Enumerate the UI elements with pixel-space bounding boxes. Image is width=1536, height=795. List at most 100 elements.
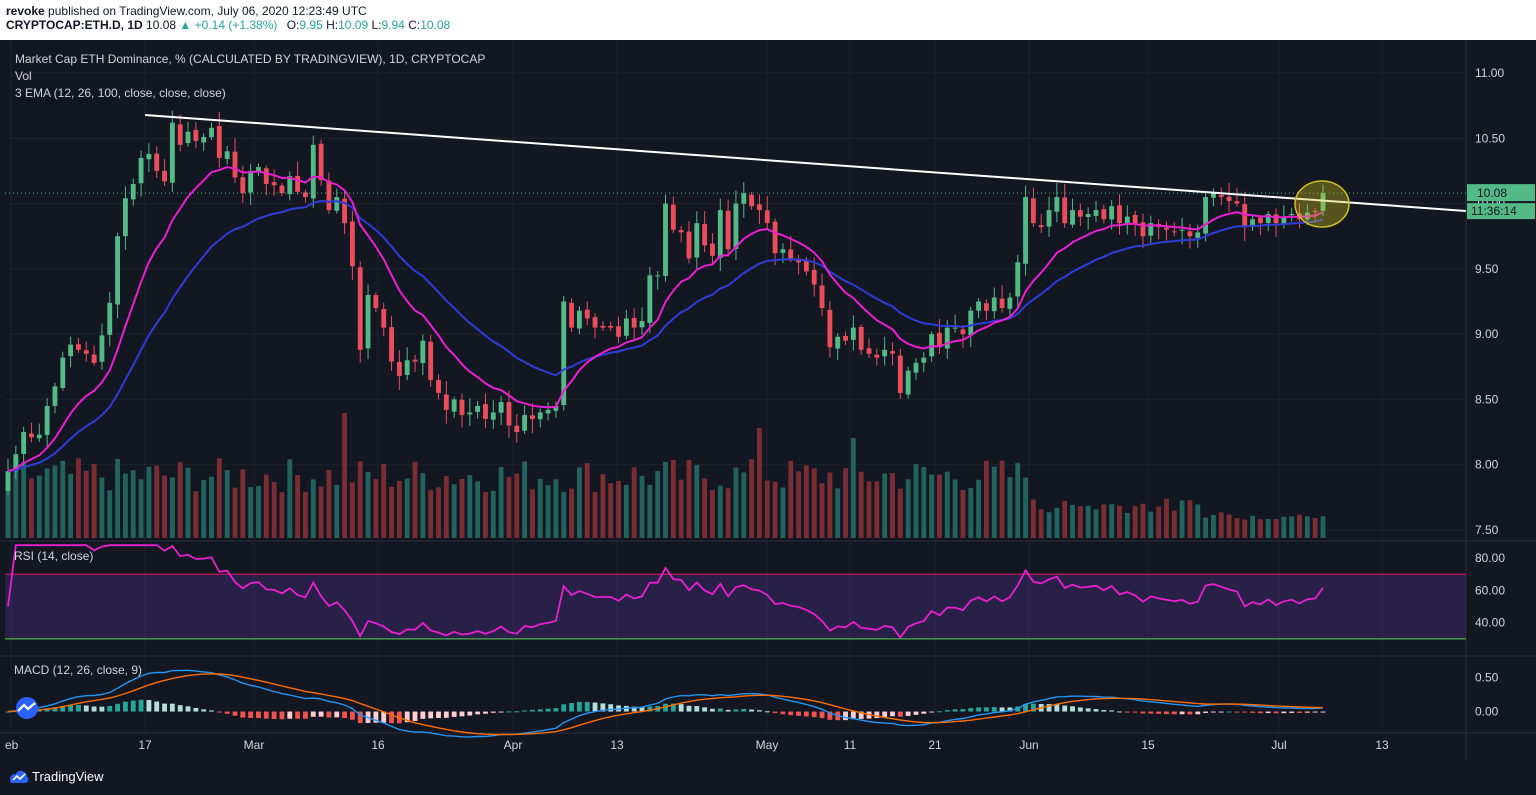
macd-histogram-bar — [428, 711, 434, 719]
macd-histogram-bar — [193, 707, 199, 712]
candle-body — [1234, 201, 1240, 204]
macd-histogram-bar — [819, 711, 825, 719]
candle-body — [373, 295, 379, 309]
volume-bar — [999, 460, 1005, 538]
volume-bar — [1140, 503, 1146, 538]
macd-histogram-bar — [1156, 711, 1162, 714]
macd-histogram-bar — [1273, 711, 1279, 714]
volume-bar — [710, 489, 715, 538]
candle-body — [1101, 209, 1107, 220]
candle-body — [530, 415, 535, 420]
candlesticks — [5, 110, 1326, 495]
candle-body — [874, 354, 880, 358]
candle-body — [866, 348, 872, 354]
author-name[interactable]: revoke — [6, 4, 45, 18]
volume-bar — [514, 473, 520, 538]
candle-body — [764, 210, 770, 224]
macd-histogram-bar — [467, 711, 473, 716]
macd-histogram-bar — [733, 709, 739, 712]
publish-text: published on TradingView.com, July 06, 2… — [48, 4, 367, 18]
macd-histogram-bar — [600, 703, 606, 712]
footer-brand[interactable]: TradingView — [32, 769, 104, 784]
candle-body — [514, 425, 520, 433]
volume-bar — [537, 478, 543, 538]
time-tick-label: 13 — [610, 738, 624, 752]
close-label: C: — [408, 18, 421, 32]
volume-bar — [678, 479, 684, 538]
candle-body — [1109, 206, 1115, 220]
candle-body — [1281, 216, 1287, 225]
volume-bar — [240, 469, 246, 538]
candle-body — [154, 153, 160, 171]
macd-histogram-bar — [310, 711, 316, 717]
macd-histogram-bar — [929, 711, 935, 713]
ema-lines — [7, 166, 1324, 473]
macd-histogram-bar — [209, 710, 214, 712]
volume-bar — [890, 473, 895, 538]
volume-bar — [232, 487, 238, 538]
candle-body — [5, 471, 11, 491]
candle-body — [428, 341, 434, 380]
last-price-badge — [1467, 184, 1535, 202]
volume-bar — [905, 479, 911, 538]
candle-body — [52, 386, 58, 406]
volume-bar — [991, 466, 997, 538]
macd-histogram-bar — [342, 711, 348, 719]
chart-canvas[interactable]: 11.0010.5010.009.509.008.508.007.50eb17M… — [0, 40, 1536, 760]
time-tick-label: May — [756, 738, 779, 752]
macd-histogram-bar — [796, 711, 801, 716]
tradingview-logo-icon — [8, 768, 30, 791]
ema-legend: 3 EMA (12, 26, 100, close, close, close) — [15, 86, 226, 100]
macd-histogram-bar — [999, 707, 1005, 712]
macd-histogram-bar — [83, 705, 89, 712]
candle-body — [1273, 214, 1279, 224]
macd-histogram-bar — [1257, 711, 1263, 714]
macd-histogram-bar — [1109, 710, 1115, 712]
macd-histogram-bar — [1093, 709, 1099, 712]
candle-body — [21, 432, 27, 455]
candle-body — [99, 335, 105, 362]
volume-bar — [702, 478, 708, 538]
volume-bar — [1320, 516, 1326, 538]
candle-body — [412, 359, 418, 362]
volume-bar — [271, 481, 277, 538]
macd-histogram-bar — [498, 711, 504, 713]
candle-body — [710, 243, 715, 256]
candle-body — [326, 180, 332, 211]
macd-histogram-bar — [1046, 704, 1052, 712]
last-price-label: 10.08 — [1477, 186, 1507, 200]
candle-body — [803, 261, 809, 272]
volume-bar — [263, 474, 269, 538]
candle-body — [1062, 197, 1068, 224]
volume-bar — [1226, 514, 1232, 538]
volume-bar — [1054, 507, 1060, 538]
candle-body — [1030, 198, 1036, 224]
macd-histogram-bar — [717, 708, 723, 712]
volume-bar — [146, 466, 152, 538]
candle-body — [334, 197, 340, 211]
macd-histogram-bar — [631, 706, 637, 712]
time-tick-label: eb — [5, 738, 19, 752]
candle-body — [232, 151, 238, 178]
candle-body — [772, 221, 778, 254]
candle-body — [1054, 197, 1060, 212]
volume-bar — [389, 486, 394, 538]
candle-body — [404, 360, 410, 375]
volume-bar — [36, 475, 42, 538]
candle-body — [968, 310, 974, 336]
macd-histogram-bar — [76, 704, 81, 712]
volume-bar — [1203, 517, 1209, 538]
volume-bar — [1007, 477, 1013, 538]
volume-bar — [91, 463, 97, 538]
macd-histogram-bar — [1101, 710, 1107, 712]
macd-histogram-bar — [162, 703, 167, 712]
candle-body — [811, 269, 817, 285]
volume-bar — [115, 458, 121, 538]
candle-body — [835, 336, 841, 349]
candle-body — [467, 412, 473, 415]
macd-histogram-bar — [1030, 703, 1036, 712]
macd-histogram-bar — [60, 705, 66, 712]
macd-histogram-bar — [1304, 711, 1310, 713]
candle-body — [1015, 262, 1021, 297]
macd-histogram-bar — [921, 711, 927, 714]
